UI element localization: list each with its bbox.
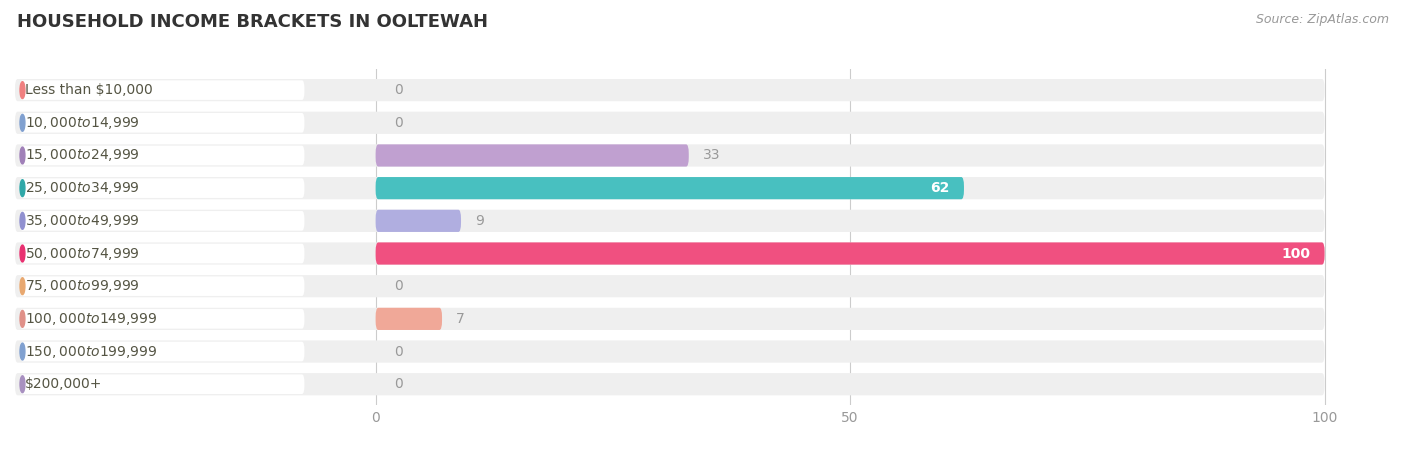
FancyBboxPatch shape [375, 210, 461, 232]
FancyBboxPatch shape [375, 308, 441, 330]
Text: $50,000 to $74,999: $50,000 to $74,999 [25, 246, 141, 261]
FancyBboxPatch shape [375, 242, 1324, 264]
Circle shape [20, 180, 25, 197]
Text: $150,000 to $199,999: $150,000 to $199,999 [25, 343, 157, 360]
Text: 0: 0 [395, 279, 404, 293]
FancyBboxPatch shape [20, 80, 305, 100]
Text: 100: 100 [1281, 247, 1310, 260]
Circle shape [20, 278, 25, 295]
FancyBboxPatch shape [20, 309, 305, 329]
FancyBboxPatch shape [15, 308, 1324, 330]
FancyBboxPatch shape [375, 145, 689, 167]
Text: 0: 0 [395, 377, 404, 391]
FancyBboxPatch shape [20, 374, 305, 394]
FancyBboxPatch shape [20, 244, 305, 263]
Text: $100,000 to $149,999: $100,000 to $149,999 [25, 311, 157, 327]
Text: 0: 0 [395, 344, 404, 359]
FancyBboxPatch shape [20, 211, 305, 231]
Circle shape [20, 147, 25, 164]
Circle shape [20, 376, 25, 393]
Text: 0: 0 [395, 116, 404, 130]
Text: $75,000 to $99,999: $75,000 to $99,999 [25, 278, 141, 294]
FancyBboxPatch shape [20, 178, 305, 198]
Text: Less than $10,000: Less than $10,000 [25, 83, 153, 97]
Text: $10,000 to $14,999: $10,000 to $14,999 [25, 115, 141, 131]
FancyBboxPatch shape [15, 275, 1324, 297]
Circle shape [20, 82, 25, 99]
Text: Source: ZipAtlas.com: Source: ZipAtlas.com [1256, 13, 1389, 26]
FancyBboxPatch shape [15, 112, 1324, 134]
FancyBboxPatch shape [20, 113, 305, 132]
Text: 33: 33 [703, 149, 720, 163]
Text: 7: 7 [457, 312, 465, 326]
Circle shape [20, 114, 25, 131]
FancyBboxPatch shape [20, 277, 305, 296]
Text: HOUSEHOLD INCOME BRACKETS IN OOLTEWAH: HOUSEHOLD INCOME BRACKETS IN OOLTEWAH [17, 13, 488, 31]
FancyBboxPatch shape [15, 79, 1324, 101]
FancyBboxPatch shape [20, 342, 305, 361]
Text: 9: 9 [475, 214, 484, 228]
FancyBboxPatch shape [15, 373, 1324, 395]
Circle shape [20, 310, 25, 327]
FancyBboxPatch shape [20, 145, 305, 165]
FancyBboxPatch shape [15, 177, 1324, 199]
Text: 0: 0 [395, 83, 404, 97]
Text: $35,000 to $49,999: $35,000 to $49,999 [25, 213, 141, 229]
FancyBboxPatch shape [15, 340, 1324, 363]
FancyBboxPatch shape [15, 145, 1324, 167]
Text: 62: 62 [931, 181, 949, 195]
Text: $25,000 to $34,999: $25,000 to $34,999 [25, 180, 141, 196]
Circle shape [20, 343, 25, 360]
FancyBboxPatch shape [15, 210, 1324, 232]
Circle shape [20, 245, 25, 262]
FancyBboxPatch shape [15, 242, 1324, 264]
Circle shape [20, 212, 25, 229]
Text: $200,000+: $200,000+ [25, 377, 103, 391]
Text: $15,000 to $24,999: $15,000 to $24,999 [25, 147, 141, 163]
FancyBboxPatch shape [375, 177, 965, 199]
